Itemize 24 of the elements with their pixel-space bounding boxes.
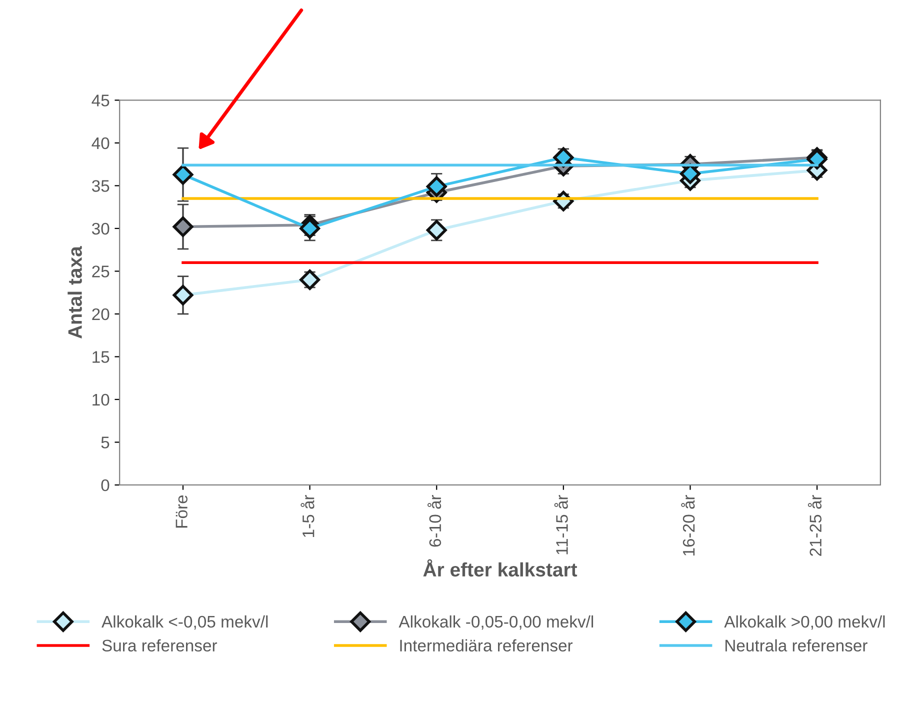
legend-label: Alkokalk -0,05-0,00 mekv/l (398, 615, 594, 630)
legend-label: Alkokalk >0,00 mekv/l (724, 615, 885, 630)
y-tick-label: 45 (92, 94, 110, 106)
y-tick-label: 30 (92, 222, 110, 235)
y-tick-label: 5 (101, 436, 110, 448)
x-tick-label: 16-20 år (681, 494, 695, 556)
y-tick-label: 35 (92, 180, 110, 192)
legend-label: Alkokalk <-0,05 mekv/l (102, 615, 268, 630)
y-axis-title: Antal taxa (68, 246, 82, 339)
legend-label: Intermediära referenser (400, 639, 573, 652)
x-tick-label: Före (176, 495, 188, 528)
y-tick-label: 25 (92, 266, 110, 278)
x-tick-label: 6-10 år (427, 494, 442, 547)
legend-label: Sura referenser (102, 639, 218, 652)
x-tick-label: 1-5 år (300, 494, 314, 537)
y-tick-label: 40 (92, 137, 110, 150)
x-axis-title: År efter kalkstart (423, 559, 578, 577)
legend-label: Neutrala referenser (726, 639, 868, 652)
x-tick-label: 11-15 år (554, 494, 568, 554)
x-tick-label: 21-25 år (808, 494, 822, 556)
y-tick-label: 15 (92, 351, 110, 363)
y-tick-label: 0 (101, 479, 110, 492)
y-tick-label: 20 (92, 308, 110, 320)
y-tick-label: 10 (92, 394, 110, 406)
